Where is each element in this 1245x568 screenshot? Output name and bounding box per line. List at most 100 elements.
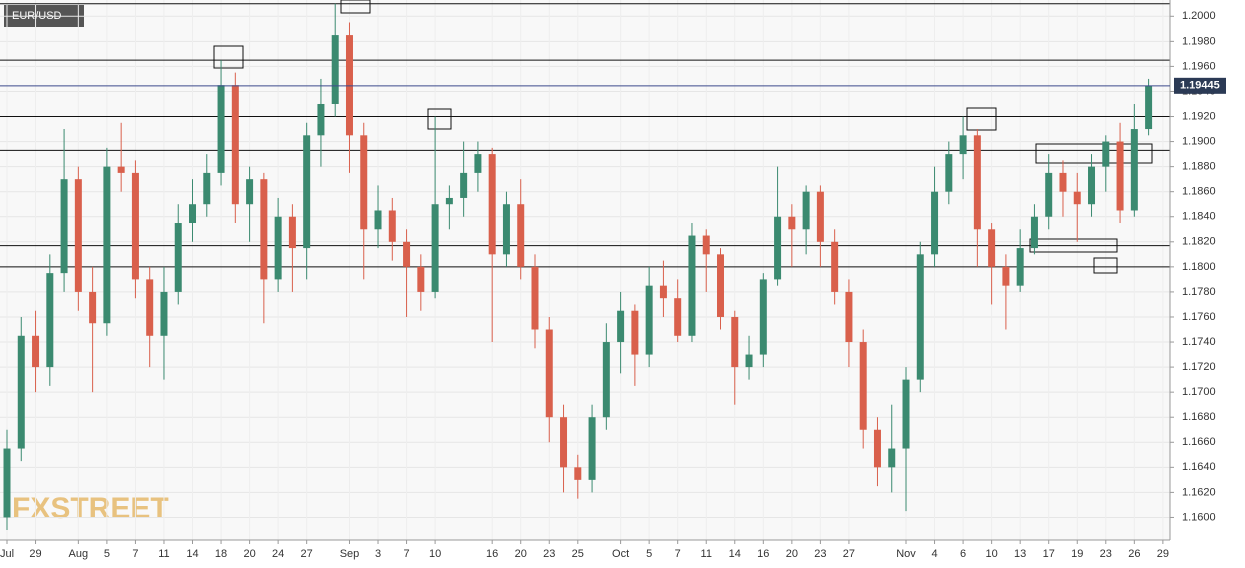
candle-body xyxy=(189,204,197,224)
candle-body xyxy=(317,103,325,136)
candle-body xyxy=(1088,166,1096,205)
candle-body xyxy=(1016,248,1024,286)
x-tick-label: 5 xyxy=(646,548,652,560)
candle-body xyxy=(431,204,439,292)
y-tick-label: 1.1660 xyxy=(1182,436,1216,448)
x-tick-label: 23 xyxy=(1100,548,1112,560)
x-tick-label: Nov xyxy=(896,548,916,560)
candle-body xyxy=(1002,266,1010,286)
candle-body xyxy=(631,310,639,355)
x-tick-label: 24 xyxy=(272,548,284,560)
candle-body xyxy=(1059,172,1067,192)
x-tick-label: 6 xyxy=(960,548,966,560)
candle-body xyxy=(403,241,411,267)
candle-body xyxy=(973,135,981,230)
y-tick-label: 1.1720 xyxy=(1182,361,1216,373)
candle-body xyxy=(117,166,125,173)
candle-body xyxy=(174,223,182,292)
x-tick-label: 10 xyxy=(986,548,998,560)
candle-body xyxy=(502,204,510,255)
x-tick-label: 25 xyxy=(572,548,584,560)
candle-body xyxy=(460,172,468,198)
x-tick-label: Oct xyxy=(612,548,629,560)
candle-body xyxy=(246,179,254,205)
x-tick-label: Aug xyxy=(69,548,89,560)
x-tick-label: 7 xyxy=(132,548,138,560)
y-tick-label: 1.1840 xyxy=(1182,211,1216,223)
candle-body xyxy=(988,229,996,267)
candle-body xyxy=(859,342,867,430)
y-tick-label: 1.1860 xyxy=(1182,186,1216,198)
x-tick-label: 16 xyxy=(486,548,498,560)
candle-body xyxy=(688,235,696,336)
candle-body xyxy=(288,216,296,249)
candle-body xyxy=(959,135,967,155)
candle-body xyxy=(1145,85,1153,130)
candle-body xyxy=(374,210,382,230)
x-tick-label: 5 xyxy=(104,548,110,560)
x-tick-label: 27 xyxy=(843,548,855,560)
x-tick-label: Jul xyxy=(0,548,14,560)
candle-body xyxy=(46,273,54,368)
y-tick-label: 1.1640 xyxy=(1182,461,1216,473)
candle-body xyxy=(160,291,168,336)
x-tick-label: 27 xyxy=(301,548,313,560)
y-tick-label: 1.1700 xyxy=(1182,386,1216,398)
watermark: FXSTREET xyxy=(12,492,169,525)
last-price-label: 1.19445 xyxy=(1180,80,1220,92)
candle-body xyxy=(902,379,910,449)
candle-body xyxy=(816,191,824,242)
y-tick-label: 1.2000 xyxy=(1182,10,1216,22)
candle-body xyxy=(731,316,739,368)
candle-body xyxy=(1130,129,1138,211)
candle-body xyxy=(916,254,924,380)
x-tick-label: Sep xyxy=(340,548,360,560)
candle-body xyxy=(89,291,97,324)
candle-body xyxy=(945,154,953,192)
candle-body xyxy=(32,335,40,368)
x-tick-label: 23 xyxy=(543,548,555,560)
candle-body xyxy=(331,35,339,104)
y-tick-label: 1.1980 xyxy=(1182,35,1216,47)
candle-body xyxy=(831,241,839,292)
candle-body xyxy=(1073,191,1081,205)
candle-body xyxy=(931,191,939,255)
candle-body xyxy=(74,179,82,292)
candle-body xyxy=(588,417,596,480)
candle-body xyxy=(260,179,268,280)
last-price-tag xyxy=(1174,77,1226,94)
candle-body xyxy=(146,279,154,336)
candle-body xyxy=(717,254,724,317)
x-tick-label: 29 xyxy=(1157,548,1169,560)
candle-body xyxy=(445,197,453,205)
x-tick-label: 23 xyxy=(814,548,826,560)
x-tick-label: 18 xyxy=(215,548,227,560)
candle-body xyxy=(531,266,539,330)
y-tick-label: 1.1800 xyxy=(1182,261,1216,273)
candle-body xyxy=(1116,141,1124,211)
x-tick-label: 20 xyxy=(515,548,527,560)
x-tick-label: 10 xyxy=(429,548,441,560)
candle-body xyxy=(303,135,311,249)
x-tick-label: 11 xyxy=(158,548,169,560)
candle-body xyxy=(888,448,896,468)
candle-body xyxy=(802,191,810,230)
candle-body xyxy=(3,448,11,518)
x-tick-label: 14 xyxy=(729,548,741,560)
candle-body xyxy=(774,216,782,280)
candle-body xyxy=(873,429,881,468)
candle-body xyxy=(845,291,853,343)
x-tick-label: 14 xyxy=(186,548,198,560)
candle-body xyxy=(545,329,553,418)
candle-body xyxy=(1030,216,1038,249)
candle-body xyxy=(1102,141,1110,167)
candle-body xyxy=(617,310,625,343)
candle-body xyxy=(388,210,396,242)
y-tick-label: 1.1880 xyxy=(1182,161,1216,173)
x-tick-label: 19 xyxy=(1071,548,1083,560)
candle-body xyxy=(274,216,282,280)
y-tick-label: 1.1680 xyxy=(1182,411,1216,423)
candle-body xyxy=(345,35,353,136)
x-tick-label: 20 xyxy=(786,548,798,560)
